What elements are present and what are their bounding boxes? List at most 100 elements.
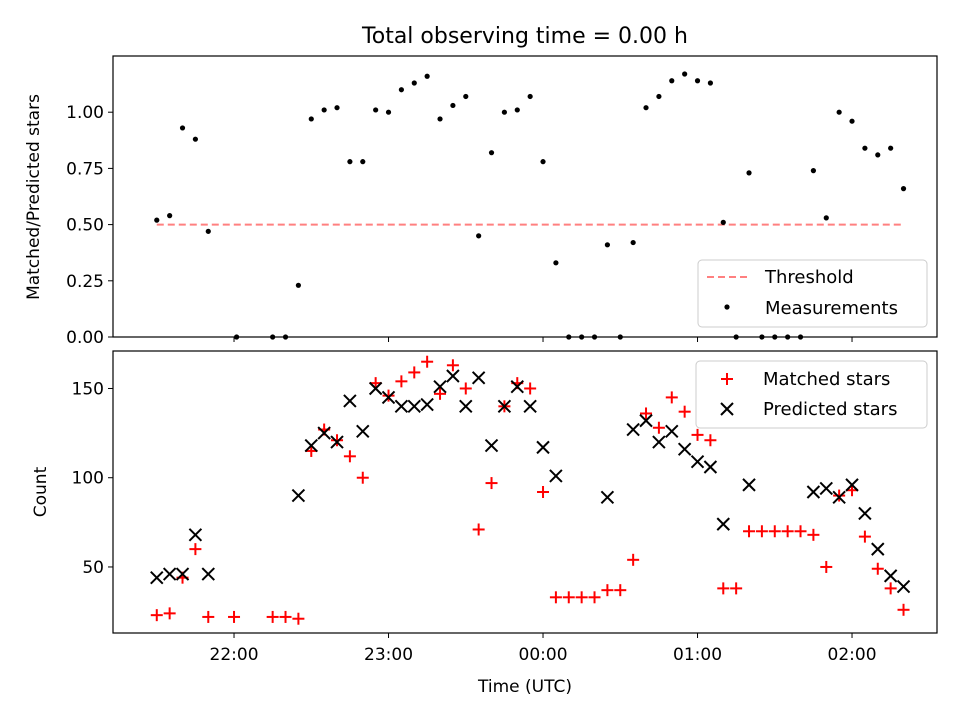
ratio-y-tick-label: 0.50 — [66, 216, 104, 236]
ratio-legend: Threshold Measurements — [697, 259, 928, 328]
measurements-legend-label: Measurements — [765, 298, 898, 319]
predicted-star-point — [175, 567, 190, 581]
matched-star-point — [652, 421, 665, 434]
count-panel: 50 100 150 22:00 23:00 00:00 01:00 02:00 Count… — [31, 350, 938, 697]
matched-star-point — [575, 591, 588, 604]
matched-star-point — [562, 591, 575, 604]
predicted-star-point — [742, 478, 756, 492]
matched-star-point — [884, 582, 897, 595]
measurement-point — [373, 107, 379, 113]
predicted-star-stroke — [420, 397, 434, 412]
count-legend-box — [695, 360, 928, 429]
matched-star-point — [717, 582, 730, 595]
ratio-y-tick-label: 0.00 — [66, 328, 104, 348]
measurement-point — [167, 213, 173, 219]
measurement-point — [154, 217, 160, 223]
predicted-star-stroke — [484, 438, 499, 453]
predicted-star-stroke — [510, 379, 524, 394]
measurement-point — [308, 116, 314, 122]
measurement-point — [205, 228, 211, 234]
predicted-star-point — [549, 469, 563, 483]
predicted-star-stroke — [343, 394, 357, 408]
measurement-point — [888, 145, 894, 151]
predicted-star-point — [497, 399, 512, 414]
predicted-star-stroke — [871, 542, 885, 556]
ratio-panel: 0.00 0.25 0.50 0.75 1.00 Matched/Predicted s… — [24, 55, 938, 348]
predicted-star-point — [883, 569, 898, 583]
predicted-star-stroke — [381, 390, 396, 405]
chart-title: Total observing time = 0.00 h — [361, 24, 688, 49]
matched-star-point — [601, 584, 614, 597]
predicted-star-point — [150, 570, 164, 585]
measurements-legend-swatch — [724, 304, 730, 310]
predicted-star-stroke — [471, 371, 486, 385]
predicted-star-stroke — [896, 579, 911, 594]
predicted-star-point — [896, 579, 911, 594]
predicted-star-stroke — [394, 399, 409, 414]
measurement-point — [476, 233, 482, 239]
predicted-star-stroke — [459, 399, 473, 414]
measurement-point — [682, 71, 688, 77]
predicted-star-stroke — [742, 478, 756, 492]
matched-star-point — [768, 525, 781, 538]
predicted-star-stroke — [291, 488, 306, 503]
matched-star-point — [678, 405, 691, 418]
predicted-star-stroke — [175, 567, 190, 581]
predicted-star-point — [394, 399, 409, 414]
matched-star-point — [794, 525, 807, 538]
measurement-point — [849, 118, 855, 124]
matched-star-point — [472, 523, 485, 536]
measurement-point — [411, 80, 417, 86]
matched-star-point — [833, 489, 846, 502]
measurement-point — [334, 105, 340, 111]
ratio-legend-box — [697, 259, 928, 328]
matched-star-point — [408, 366, 421, 379]
predicted-star-point — [652, 435, 666, 449]
measurement-point — [694, 78, 701, 84]
predicted-star-stroke — [677, 442, 692, 456]
matched-star-point — [665, 391, 678, 404]
ratio-y-tick-label: 0.25 — [66, 272, 104, 292]
measurement-point — [656, 93, 662, 100]
predicted-star-point — [433, 379, 447, 394]
measurement-point — [347, 159, 353, 165]
predicted-star-point — [510, 379, 524, 394]
predicted-star-point — [690, 454, 705, 469]
predicted-star-stroke — [201, 567, 215, 581]
measurement-point — [553, 260, 559, 266]
measurement-point — [669, 78, 675, 84]
predicted-star-point — [162, 567, 177, 581]
measurement-point — [707, 80, 714, 86]
predicted-star-point — [343, 394, 357, 408]
predicted-star-point — [639, 413, 653, 428]
count-y-ticks: 50 100 150 — [72, 379, 113, 578]
matched-star-point — [331, 434, 344, 447]
matched-star-point — [163, 607, 176, 620]
predicted-star-point — [420, 397, 434, 412]
measurement-point — [295, 282, 301, 288]
measurement-point — [514, 107, 520, 113]
predicted-star-point — [381, 390, 396, 405]
matched-star-point — [743, 525, 756, 538]
count-plot-area — [150, 355, 911, 625]
measurement-point — [862, 145, 868, 151]
predicted-star-point — [819, 481, 833, 496]
predicted-star-stroke — [858, 506, 872, 521]
predicted-legend-label: Predicted stars — [763, 399, 897, 420]
matched-star-point — [730, 582, 743, 595]
matched-star-point — [537, 486, 550, 498]
count-y-tick-label: 150 — [72, 379, 104, 399]
predicted-star-point — [407, 399, 421, 414]
ratio-x-ticks — [233, 337, 853, 342]
predicted-star-stroke — [150, 570, 164, 585]
x-tick-label: 22:00 — [210, 645, 259, 665]
measurement-point — [437, 116, 443, 122]
predicted-star-stroke — [716, 517, 730, 531]
matched-star-point — [524, 382, 537, 395]
matched-star-point — [395, 375, 408, 388]
count-y-tick-label: 100 — [72, 469, 104, 489]
measurement-point — [746, 170, 752, 176]
predicted-star-stroke — [806, 485, 821, 499]
measurement-point — [398, 87, 404, 93]
